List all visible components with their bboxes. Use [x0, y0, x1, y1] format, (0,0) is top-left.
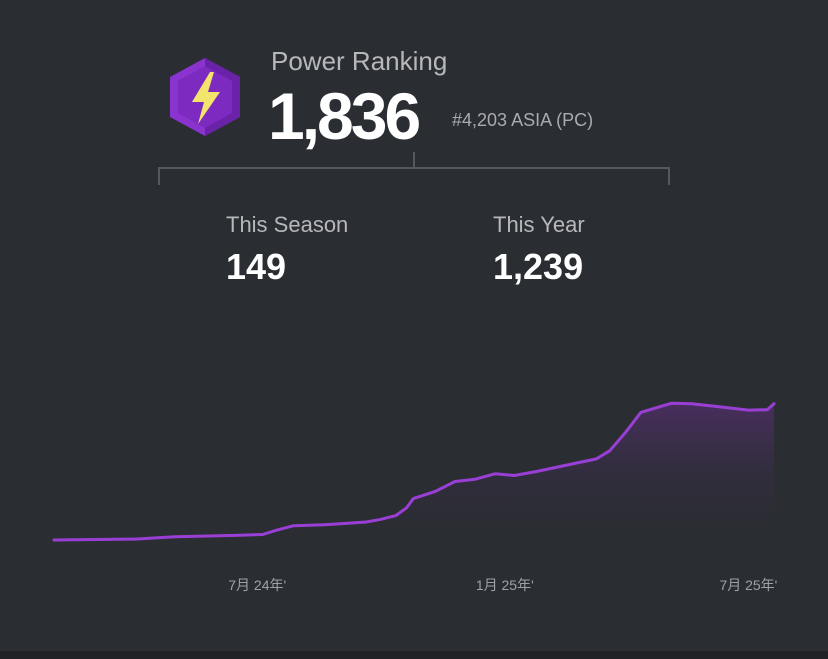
x-tick-label: 7月 24年' — [228, 577, 286, 593]
power-ranking-value: 1,836 — [268, 79, 421, 153]
bottom-bar — [0, 651, 828, 659]
stat-value-season: 149 — [226, 246, 287, 287]
power-ranking-chart: 7月 24年' 1月 25年' 7月 25年' — [52, 401, 777, 593]
region-rank: #4,203 ASIA (PC) — [452, 110, 594, 130]
stat-value-year: 1,239 — [493, 246, 584, 287]
x-tick-label: 7月 25年' — [719, 577, 777, 593]
stat-label-season: This Season — [226, 212, 349, 237]
series-line — [52, 401, 776, 542]
series-area-fill — [54, 403, 774, 540]
lightning-bolt-hexagon-icon — [166, 56, 244, 138]
stat-label-year: This Year — [493, 212, 585, 237]
x-tick-label: 1月 25年' — [476, 577, 534, 593]
bracket-divider — [158, 152, 670, 185]
page-title: Power Ranking — [271, 46, 448, 76]
